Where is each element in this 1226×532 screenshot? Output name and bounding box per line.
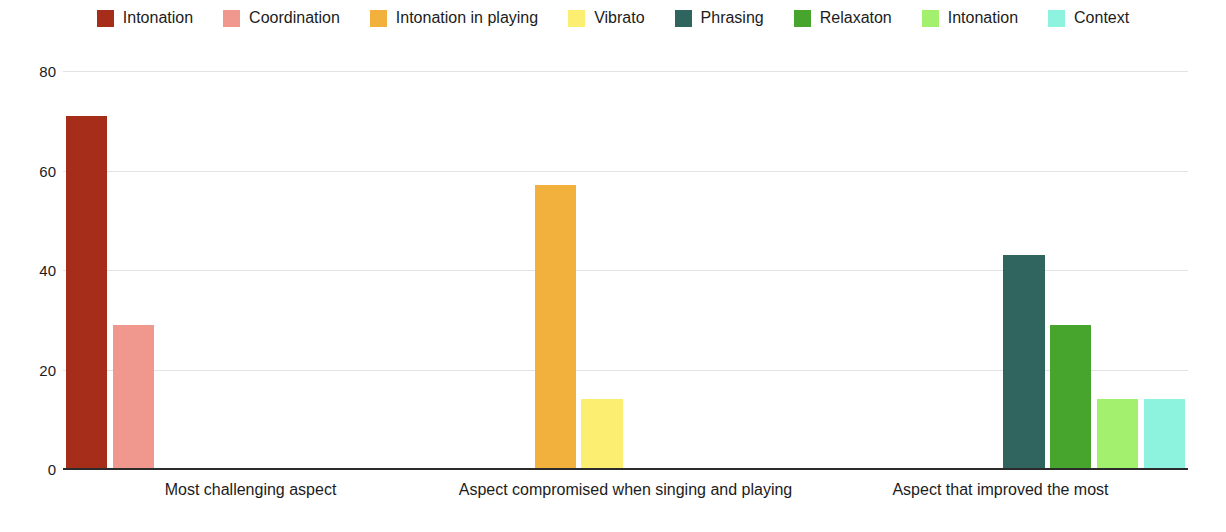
legend-label: Coordination [249,9,340,27]
legend-swatch-icon [568,10,585,27]
legend-swatch-icon [223,10,240,27]
bar-slot [438,71,485,469]
x-axis-category-labels: Most challenging aspectAspect compromise… [63,481,1188,499]
bar-slot [110,71,157,469]
legend-label: Vibrato [594,9,644,27]
bar-slot [813,71,860,469]
bar-intonation-0 [66,116,107,469]
bar-group-1 [63,71,438,469]
legend-swatch-icon [794,10,811,27]
bar-slot [391,71,438,469]
bar-slot [63,71,110,469]
x-axis-category-label-3: Aspect that improved the most [813,481,1188,499]
legend-label: Intonation [123,9,193,27]
bar-slot [157,71,204,469]
legend-label: Context [1074,9,1129,27]
legend-item-vibrato-3: Vibrato [568,9,644,27]
bar-coordination-1 [113,325,154,469]
y-axis-labels: 020406080 [0,71,56,469]
x-axis-line [63,468,1188,470]
bar-slot [532,71,579,469]
legend-swatch-icon [370,10,387,27]
chart-legend: Intonation Coordination Intonation in play… [0,9,1226,27]
y-axis-tick-label-40: 40 [39,262,56,279]
bar-slot [626,71,673,469]
legend-swatch-icon [97,10,114,27]
bar-slot [579,71,626,469]
bar-slot [344,71,391,469]
bar-phrasing-4 [1003,255,1044,469]
legend-label: Phrasing [701,9,764,27]
legend-label: Intonation in playing [396,9,538,27]
bar-slot [719,71,766,469]
legend-item-phrasing-4: Phrasing [675,9,764,27]
legend-item-intonation-0: Intonation [97,9,193,27]
legend-item-relaxaton-5: Relaxaton [794,9,892,27]
bar-slot [485,71,532,469]
bar-slot [907,71,954,469]
bar-slot [1001,71,1048,469]
legend-item-context-7: Context [1048,9,1129,27]
bar-intonation-in-playing-2 [535,185,576,469]
bar-slot [954,71,1001,469]
y-axis-tick-label-20: 20 [39,361,56,378]
legend-swatch-icon [1048,10,1065,27]
legend-label: Relaxaton [820,9,892,27]
bar-slot [1047,71,1094,469]
legend-item-intonation-in-playing-2: Intonation in playing [370,9,538,27]
bar-group-3 [813,71,1188,469]
y-axis-tick-label-80: 80 [39,63,56,80]
y-axis-tick-label-60: 60 [39,162,56,179]
bar-slot [860,71,907,469]
legend-swatch-icon [675,10,692,27]
legend-item-intonation-6: Intonation [922,9,1018,27]
bar-slot [204,71,251,469]
legend-item-coordination-1: Coordination [223,9,340,27]
x-axis-category-label-1: Most challenging aspect [63,481,438,499]
y-axis-tick-label-0: 0 [48,461,56,478]
bar-context-7 [1144,399,1185,469]
bar-slot [251,71,298,469]
bar-groups [63,71,1188,469]
bar-relaxaton-5 [1050,325,1091,469]
bar-slot [766,71,813,469]
bar-chart: Intonation Coordination Intonation in play… [0,0,1226,532]
bar-slot [1094,71,1141,469]
bar-slot [297,71,344,469]
x-axis-category-label-2: Aspect compromised when singing and play… [438,481,813,499]
bar-slot [672,71,719,469]
plot-area [63,71,1188,469]
legend-label: Intonation [948,9,1018,27]
bar-group-2 [438,71,813,469]
bar-vibrato-3 [581,399,622,469]
bar-slot [1141,71,1188,469]
bar-intonation-6 [1097,399,1138,469]
legend-swatch-icon [922,10,939,27]
